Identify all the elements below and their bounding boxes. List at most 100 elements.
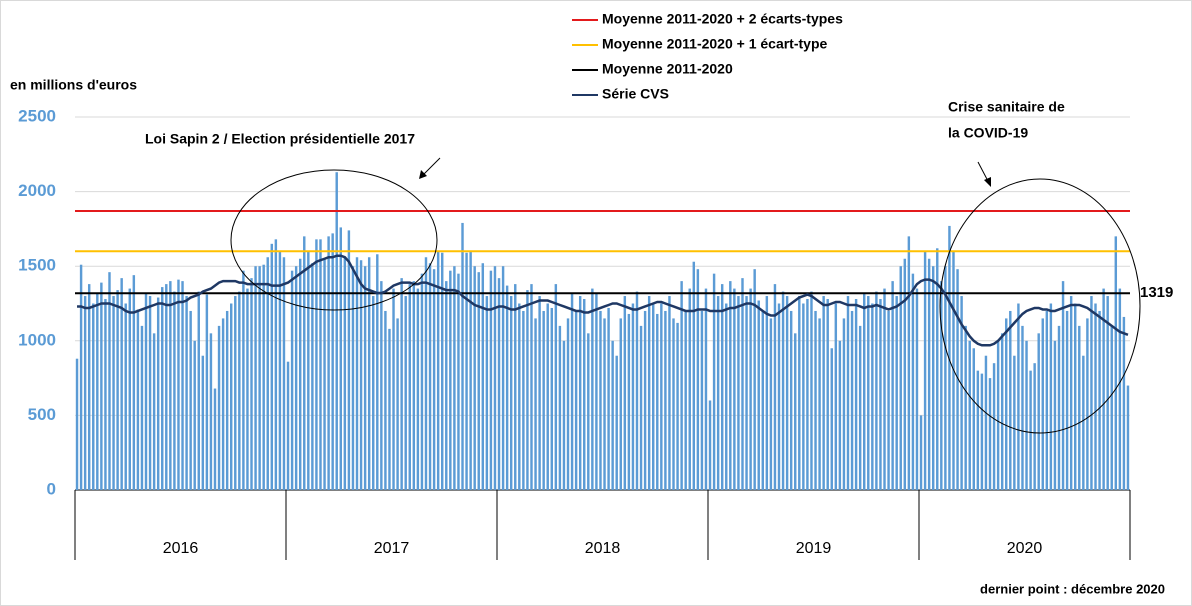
bar [420, 273, 424, 490]
bar [631, 303, 635, 490]
bar [899, 266, 902, 490]
bar [428, 263, 432, 490]
bar [1005, 318, 1008, 490]
bar [270, 243, 274, 490]
bar [733, 288, 736, 490]
bar [785, 296, 789, 490]
bar [193, 340, 196, 490]
bar [477, 272, 480, 490]
bar [298, 258, 302, 490]
y-tick-label: 500 [28, 405, 56, 424]
bar [1017, 303, 1020, 490]
bar [384, 310, 387, 490]
bar [765, 296, 769, 490]
bar [173, 291, 176, 490]
bar [940, 281, 943, 490]
bar [457, 273, 460, 490]
bar [217, 325, 221, 490]
bar [465, 252, 468, 490]
bar [534, 318, 537, 490]
arrow [421, 157, 441, 177]
bar [623, 296, 627, 490]
bar [416, 288, 420, 490]
bar [976, 370, 980, 490]
bar [656, 313, 659, 490]
bar [1106, 296, 1109, 490]
bar [505, 285, 509, 490]
bar [716, 296, 720, 490]
y-tick-label: 1500 [18, 256, 56, 275]
bar [911, 273, 915, 490]
bar [242, 270, 245, 490]
bar [720, 284, 724, 490]
bar [619, 318, 622, 490]
bar [485, 296, 489, 490]
bar [664, 310, 667, 490]
bar [887, 310, 890, 490]
bar [323, 258, 326, 490]
bar [404, 296, 407, 490]
bar [436, 251, 440, 490]
bar [453, 266, 456, 490]
bar [274, 239, 278, 490]
bar [177, 279, 180, 490]
bar [165, 284, 168, 490]
bar [120, 278, 123, 490]
bar [931, 266, 935, 490]
bar [660, 303, 663, 490]
bar [891, 281, 894, 490]
bar [871, 303, 874, 490]
bar [408, 284, 411, 490]
bar [266, 257, 269, 490]
bar [907, 236, 911, 490]
bar [432, 269, 436, 490]
bar [562, 340, 566, 490]
bar [745, 296, 748, 490]
x-group-label: 2016 [163, 540, 199, 557]
bar [221, 318, 225, 490]
bar [554, 284, 558, 490]
bar [441, 252, 444, 490]
bar [388, 328, 391, 490]
bar [380, 281, 383, 490]
bar [424, 257, 428, 490]
bar [112, 296, 115, 490]
bar [599, 310, 602, 490]
bar [789, 310, 793, 490]
bar [615, 355, 618, 490]
bar [412, 281, 416, 490]
bar [286, 361, 290, 490]
y-axis-label: en millions d'euros [10, 77, 137, 93]
bar [169, 281, 172, 490]
bar [1074, 303, 1077, 490]
bar [834, 303, 838, 490]
annotation: Crise sanitaire de [948, 99, 1065, 115]
bar [692, 261, 696, 490]
bar [526, 290, 529, 490]
bar [591, 288, 594, 490]
bar [116, 290, 119, 490]
bar [672, 318, 675, 490]
bar [639, 325, 643, 490]
y-tick-label: 2000 [18, 181, 56, 200]
bar [875, 291, 878, 490]
bar [209, 333, 213, 490]
bar [327, 236, 330, 490]
bar [769, 318, 773, 490]
bar [1126, 385, 1130, 490]
bar [152, 333, 156, 490]
bar [148, 296, 152, 490]
bar [936, 248, 939, 490]
bar [635, 291, 639, 490]
bar [201, 355, 205, 490]
bar [1021, 325, 1024, 490]
bar [161, 287, 164, 490]
bar [205, 294, 209, 490]
bar [542, 310, 545, 490]
bar [87, 284, 91, 490]
bar [75, 358, 79, 490]
bar [652, 303, 655, 490]
bar [514, 284, 517, 490]
bar [1057, 325, 1061, 490]
